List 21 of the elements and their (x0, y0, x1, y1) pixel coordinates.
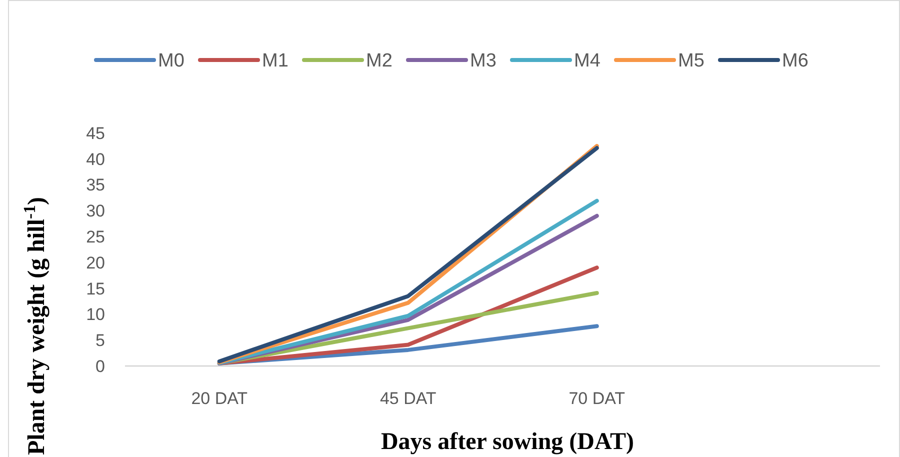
x-axis-title: Days after sowing (DAT) (380, 429, 634, 455)
y-tick-label: 45 (86, 124, 105, 143)
x-tick-label: 45 DAT (380, 389, 436, 408)
legend-label: M0 (158, 50, 184, 72)
y-tick-label: 15 (86, 279, 105, 298)
y-tick-label: 0 (96, 356, 105, 376)
legend-label: M3 (470, 50, 496, 72)
y-tick-label: 20 (86, 253, 105, 272)
x-tick-label: 20 DAT (191, 389, 248, 408)
y-tick-label: 5 (96, 331, 105, 350)
y-tick-label: 40 (86, 150, 105, 169)
y-tick-label: 10 (86, 305, 105, 324)
legend-label: M2 (366, 50, 392, 72)
y-tick-label: 30 (86, 202, 105, 221)
legend-label: M1 (262, 50, 288, 72)
legend-label: M4 (574, 50, 601, 72)
legend-label: M6 (782, 50, 808, 72)
y-tick-label: 35 (86, 176, 105, 195)
legend-label: M5 (678, 50, 704, 72)
y-tick-label: 25 (86, 228, 105, 247)
x-tick-label: 70 DAT (568, 389, 626, 408)
